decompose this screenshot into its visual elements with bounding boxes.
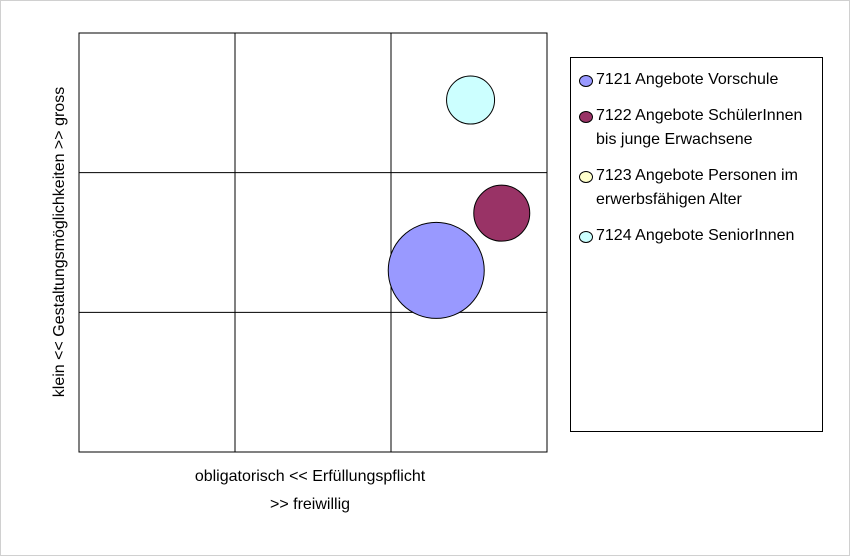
y-label: klein << Gestaltungsmöglichkeiten >> gro… (51, 87, 68, 397)
legend-marker (579, 171, 593, 183)
legend-entry: 7121 Angebote Vorschule (579, 68, 814, 92)
legend-label: 7122 Angebote SchülerInnen bis junge Erw… (596, 107, 803, 148)
legend-marker (579, 75, 593, 87)
x-label: >> freiwillig (270, 496, 350, 513)
bubble (446, 75, 496, 125)
legend-label: 7123 Angebote Personen im erwerbsfähigen… (596, 167, 798, 208)
legend-label: 7121 Angebote Vorschule (596, 71, 779, 88)
legend-entry: 7123 Angebote Personen im erwerbsfähigen… (579, 164, 814, 212)
legend-entry: 7124 Angebote SeniorInnen (579, 224, 814, 248)
legend: 7121 Angebote Vorschule 7122 Angebote Sch… (570, 57, 823, 432)
legend-entry: 7122 Angebote SchülerInnen bis junge Erw… (579, 104, 814, 152)
bubble (387, 221, 485, 319)
legend-label: 7124 Angebote SeniorInnen (596, 227, 795, 244)
legend-marker (579, 111, 593, 123)
x-label: obligatorisch << Erfüllungspflicht (195, 468, 426, 485)
bubble (473, 184, 531, 242)
legend-marker (579, 231, 593, 243)
